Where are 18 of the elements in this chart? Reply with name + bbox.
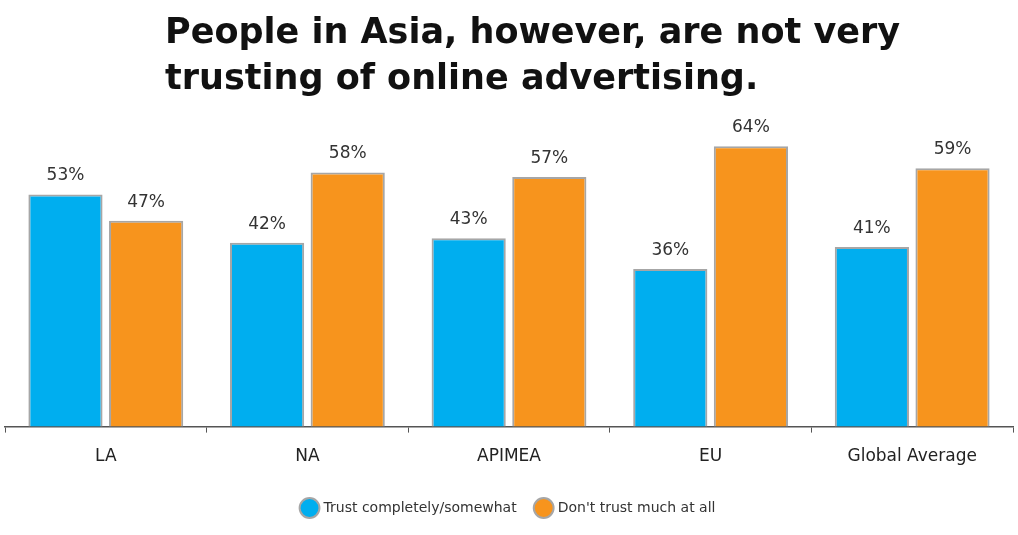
- data-label: 57%: [530, 146, 569, 167]
- x-tick-label: LA: [95, 445, 117, 466]
- x-tick-label: NA: [295, 445, 320, 466]
- data-label: 43%: [449, 208, 488, 229]
- data-label: 58%: [328, 142, 367, 163]
- data-label: 64%: [732, 116, 770, 137]
- x-tick-label: EU: [699, 445, 723, 466]
- legend-label: Don't trust much at all: [557, 498, 716, 515]
- data-label: 47%: [127, 190, 166, 211]
- legend-label: Trust completely/somewhat: [322, 498, 518, 515]
- x-tick-label: Global Average: [847, 445, 977, 466]
- chart-title: People in Asia, however, are not very trusting of online advertising.: [165, 10, 902, 99]
- data-label: 41%: [852, 216, 891, 237]
- data-label: 59%: [933, 138, 972, 159]
- data-label: 42%: [248, 212, 286, 233]
- data-label: 53%: [46, 164, 85, 185]
- x-tick-label: APIMEA: [477, 445, 542, 466]
- data-label: 36%: [651, 238, 690, 259]
